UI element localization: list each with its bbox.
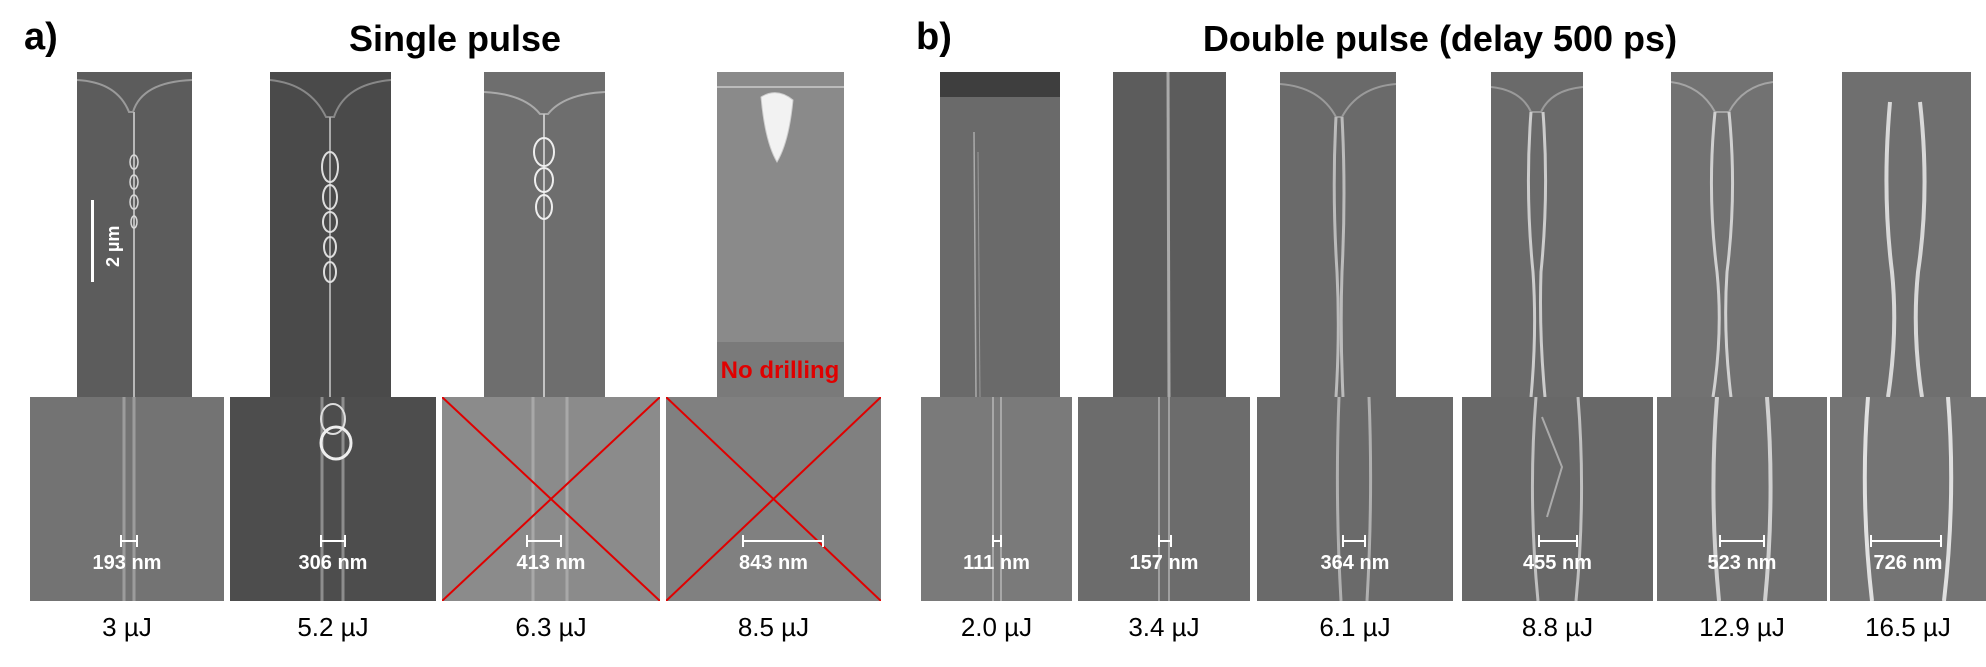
sem-top-double-4 (1491, 72, 1583, 397)
diameter-bar (1719, 535, 1765, 547)
sem-bottom-double-2: 157 nm (1078, 397, 1250, 601)
sem-top-double-2 (1113, 72, 1226, 397)
energy-label: 8.8 µJ (1521, 612, 1594, 642)
no-drilling-label-8-5: No drilling (720, 357, 840, 384)
sem-top-single-4: No drilling No drilling (717, 72, 844, 397)
sem-bottom-double-5: 523 nm (1657, 397, 1827, 601)
energy-label: 6.1 µJ (1319, 612, 1391, 642)
scale-bar-label: 2 µm (103, 225, 123, 267)
diameter-bar (320, 535, 346, 547)
diameter-label: 523 nm (1707, 552, 1777, 574)
diameter-label: 726 nm (1873, 552, 1943, 574)
diameter-bar (1158, 535, 1172, 547)
diameter-bar (1870, 535, 1942, 547)
panel-a-label: a) (24, 16, 58, 58)
sem-top-double-6 (1842, 72, 1971, 397)
energy-label: 16.5 µJ (1865, 612, 1951, 642)
diameter-bar (1538, 535, 1578, 547)
energy-label: 8.5 µJ (737, 612, 810, 642)
sem-bottom-double-4: 455 nm (1462, 397, 1653, 601)
sem-bottom-double-1: 111 nm (921, 397, 1072, 601)
diameter-label: 843 nm (739, 552, 808, 574)
scale-bar (91, 200, 94, 282)
energy-label: 3 µJ (102, 612, 152, 642)
sem-top-double-1 (940, 72, 1060, 397)
sem-top-single-2 (270, 72, 391, 397)
energy-label: 3.4 µJ (1128, 612, 1200, 642)
sem-bottom-single-4: 843 nm (666, 397, 881, 601)
energy-label: 5.2 µJ (297, 612, 369, 642)
panel-b-label: b) (916, 16, 952, 58)
diameter-label: 455 nm (1523, 552, 1592, 574)
diameter-bar (526, 535, 562, 547)
diameter-label: 413 nm (516, 552, 586, 574)
diameter-label: 306 nm (298, 552, 368, 574)
sem-bottom-double-3: 364 nm (1257, 397, 1453, 601)
diameter-bar (742, 535, 824, 547)
sem-top-single-3 (484, 72, 605, 397)
diameter-bar (992, 535, 1002, 547)
sem-bottom-double-6: 726 nm (1830, 397, 1986, 601)
energy-label: 6.3 µJ (515, 612, 587, 642)
panel-a-title: Single pulse (348, 18, 562, 59)
sem-top-double-3 (1280, 72, 1396, 397)
diameter-label: 111 nm (963, 552, 1030, 574)
sem-bottom-single-1: 193 nm (30, 397, 224, 601)
diameter-label: 364 nm (1320, 552, 1390, 574)
sem-bottom-single-2: 306 nm (230, 397, 436, 601)
sem-top-double-5 (1671, 72, 1773, 397)
diameter-label: 157 nm (1129, 552, 1199, 574)
diameter-label: 193 nm (92, 552, 162, 574)
sem-bottom-single-3: 413 nm (442, 397, 660, 601)
panel-b-title: Double pulse (delay 500 ps) (1202, 18, 1678, 59)
sem-top-single-1: 2 µm (77, 72, 192, 397)
energy-label: 12.9 µJ (1699, 612, 1785, 642)
diameter-bar (1342, 535, 1366, 547)
diameter-bar (120, 535, 138, 547)
energy-label: 2.0 µJ (960, 612, 1033, 642)
